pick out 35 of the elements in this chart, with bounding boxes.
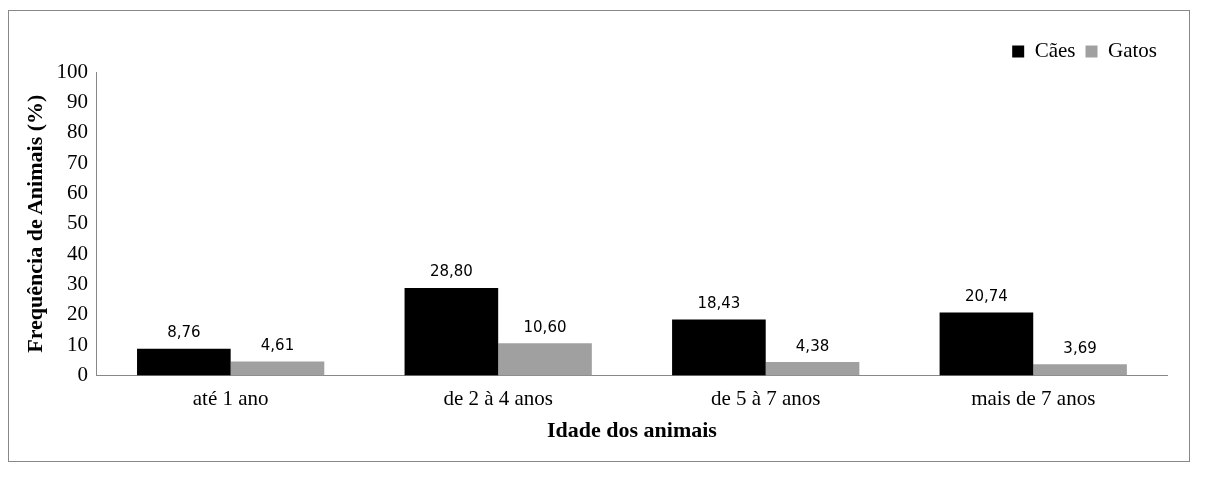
legend-label: Cães [1034,38,1076,63]
y-tick-label: 90 [66,88,88,113]
bar [939,312,1034,376]
text: 4,38 [795,336,830,355]
y-tick-label: 20 [66,301,88,326]
text: 20,74 [964,286,1008,305]
y-tick-label: 70 [66,149,88,174]
legend-label: Gatos [1108,38,1158,63]
x-tick-label: até 1 ano [192,385,269,410]
text: 3,69 [1063,338,1097,357]
text: 4,61 [260,335,295,354]
y-tick-label: 0 [77,361,88,386]
y-tick-label: 60 [66,179,88,204]
text: 8,76 [167,323,201,342]
text: 28,80 [429,262,473,281]
x-tick-label: mais de 7 anos [971,385,1096,410]
y-tick-label: 50 [66,210,88,235]
y-tick-label: 100 [56,58,88,83]
bar [404,288,499,376]
bar [498,343,592,376]
text: 10,60 [523,317,567,336]
bar [137,348,231,376]
y-axis-title: Frequência de Animais (%) [21,94,47,353]
x-tick-label: de 5 à 7 anos [710,385,821,410]
x-tick-label: de 2 à 4 anos [443,385,554,410]
y-tick-label: 80 [66,119,88,144]
bar [1033,364,1127,376]
y-tick-label: 30 [66,270,88,295]
text: 18,43 [697,293,741,312]
bar [672,319,766,376]
x-axis-title: Idade dos animais [546,417,718,443]
bar [230,361,325,376]
y-tick-label: 40 [66,240,88,265]
bar [765,362,860,376]
y-tick-label: 10 [66,331,88,356]
